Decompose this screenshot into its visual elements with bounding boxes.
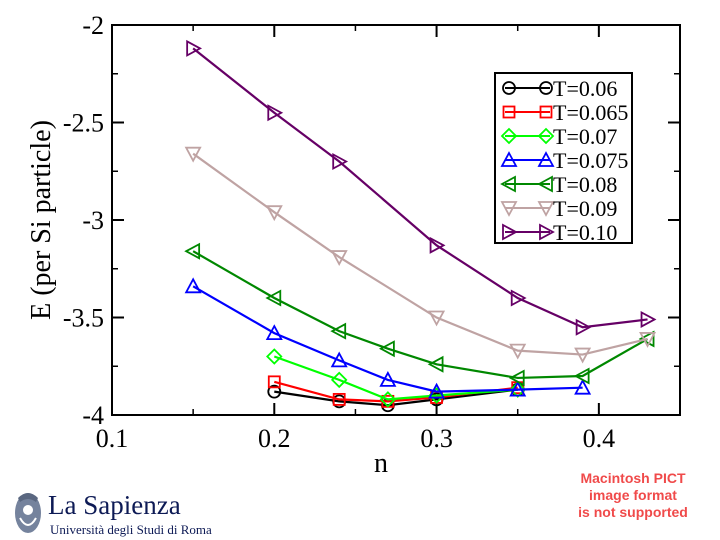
data-point: [184, 146, 202, 163]
data-point: [575, 318, 592, 336]
data-point: [332, 152, 349, 171]
data-point: [379, 391, 397, 408]
data-point: [429, 236, 446, 254]
legend-entry: T=0.075: [500, 148, 628, 173]
data-point: [379, 371, 397, 387]
y-tick-label: -4: [82, 401, 104, 430]
series-t-0-08: [184, 242, 655, 387]
energy-chart: n E (per Si particle) 0.1 0.2 0.3 0.4 -2 -2.5 -…: [26, 11, 681, 479]
legend-marker: [539, 105, 553, 119]
legend-box: [494, 72, 633, 244]
legend-entry: T=0.07: [500, 124, 617, 149]
legend-marker: [500, 127, 518, 145]
data-point: [266, 348, 283, 365]
pict-note-line: Macintosh PICT: [580, 470, 686, 486]
x-axis-label: n: [374, 448, 388, 479]
data-point: [330, 351, 348, 368]
legend-marker: [502, 105, 516, 119]
data-point: [573, 367, 590, 385]
data-point: [640, 310, 657, 328]
legend-label: T=0.07: [553, 124, 617, 149]
legend-marker: [539, 81, 553, 95]
series-line: [273, 355, 518, 401]
y-tick-label: -2: [82, 11, 104, 40]
x-tick-label: 0.1: [96, 424, 129, 453]
data-point: [428, 382, 446, 399]
legend-label: T=0.075: [553, 148, 628, 173]
data-point: [330, 322, 347, 340]
series-t-0-09: [184, 146, 657, 364]
legend-marker: [502, 81, 516, 95]
axes: n E (per Si particle): [26, 24, 681, 479]
x-tick-label: 0.2: [258, 424, 291, 453]
pict-note-line: image format: [589, 487, 677, 503]
data-point: [378, 340, 395, 358]
legend-marker: [537, 175, 553, 193]
series: [184, 39, 657, 413]
legend-label: T=0.06: [553, 76, 617, 101]
y-tick-label: -2.5: [63, 109, 104, 138]
data-point: [510, 289, 527, 307]
legend-marker: [500, 151, 518, 167]
logo-subtitle: Università degli Studi di Roma: [50, 522, 212, 537]
series-t-0-06: [267, 382, 525, 413]
y-tick-label: -3.5: [63, 304, 104, 333]
legend-marker: [500, 175, 516, 193]
data-point: [184, 277, 202, 294]
sapienza-logo-icon: [15, 493, 41, 533]
pict-note-line: is not supported: [578, 504, 688, 520]
data-point: [509, 380, 527, 397]
data-point: [509, 343, 527, 360]
data-point: [265, 289, 282, 307]
series-t-0-10: [186, 39, 657, 336]
series-line: [192, 250, 649, 380]
legend-entry: T=0.10: [502, 220, 617, 245]
data-point: [428, 310, 446, 327]
data-point: [638, 330, 655, 348]
data-point: [574, 347, 592, 364]
x-tick-label: 0.4: [583, 424, 616, 453]
legend: T=0.06T=0.065T=0.07T=0.075T=0.08T=0.09T=…: [494, 72, 633, 245]
y-tick-label: -3: [82, 206, 104, 235]
legend-marker: [537, 201, 555, 217]
data-point: [267, 375, 281, 389]
legend-entry: T=0.08: [500, 172, 617, 197]
legend-label: T=0.08: [553, 172, 617, 197]
data-point: [267, 104, 284, 122]
data-point: [427, 355, 444, 373]
legend-label: T=0.09: [553, 196, 617, 221]
logo-title: La Sapienza: [48, 490, 181, 520]
ticks: 0.1 0.2 0.3 0.4 -2 -2.5 -3 -3.5 -4: [63, 11, 681, 453]
legend-entry: T=0.06: [502, 76, 617, 101]
data-point: [265, 205, 283, 222]
legend-marker: [502, 223, 518, 241]
legend-marker: [539, 223, 555, 241]
legend-label: T=0.065: [553, 100, 628, 125]
series-t-0-075: [184, 277, 592, 399]
data-point: [574, 378, 592, 395]
data-point: [184, 242, 201, 260]
legend-marker: [537, 127, 555, 145]
data-point: [508, 369, 525, 387]
x-tick-label: 0.3: [420, 424, 453, 453]
data-point: [186, 39, 203, 57]
data-point: [509, 381, 526, 398]
series-line: [192, 47, 648, 329]
legend-marker: [537, 151, 555, 167]
legend-label: T=0.10: [553, 220, 617, 245]
data-point: [639, 332, 657, 348]
data-point: [332, 392, 346, 406]
pict-unsupported-note: Macintosh PICT image format is not suppo…: [538, 470, 720, 521]
data-point: [267, 384, 282, 399]
data-point: [330, 250, 348, 266]
y-axis-label: E (per Si particle): [26, 120, 57, 320]
legend-marker: [500, 201, 518, 217]
series-line: [192, 285, 583, 393]
legend-entry: T=0.09: [500, 196, 617, 221]
data-point: [265, 324, 283, 341]
data-point: [330, 371, 348, 389]
legend-entry: T=0.065: [502, 100, 628, 125]
series-t-0-07: [266, 348, 526, 408]
series-line: [192, 152, 648, 356]
